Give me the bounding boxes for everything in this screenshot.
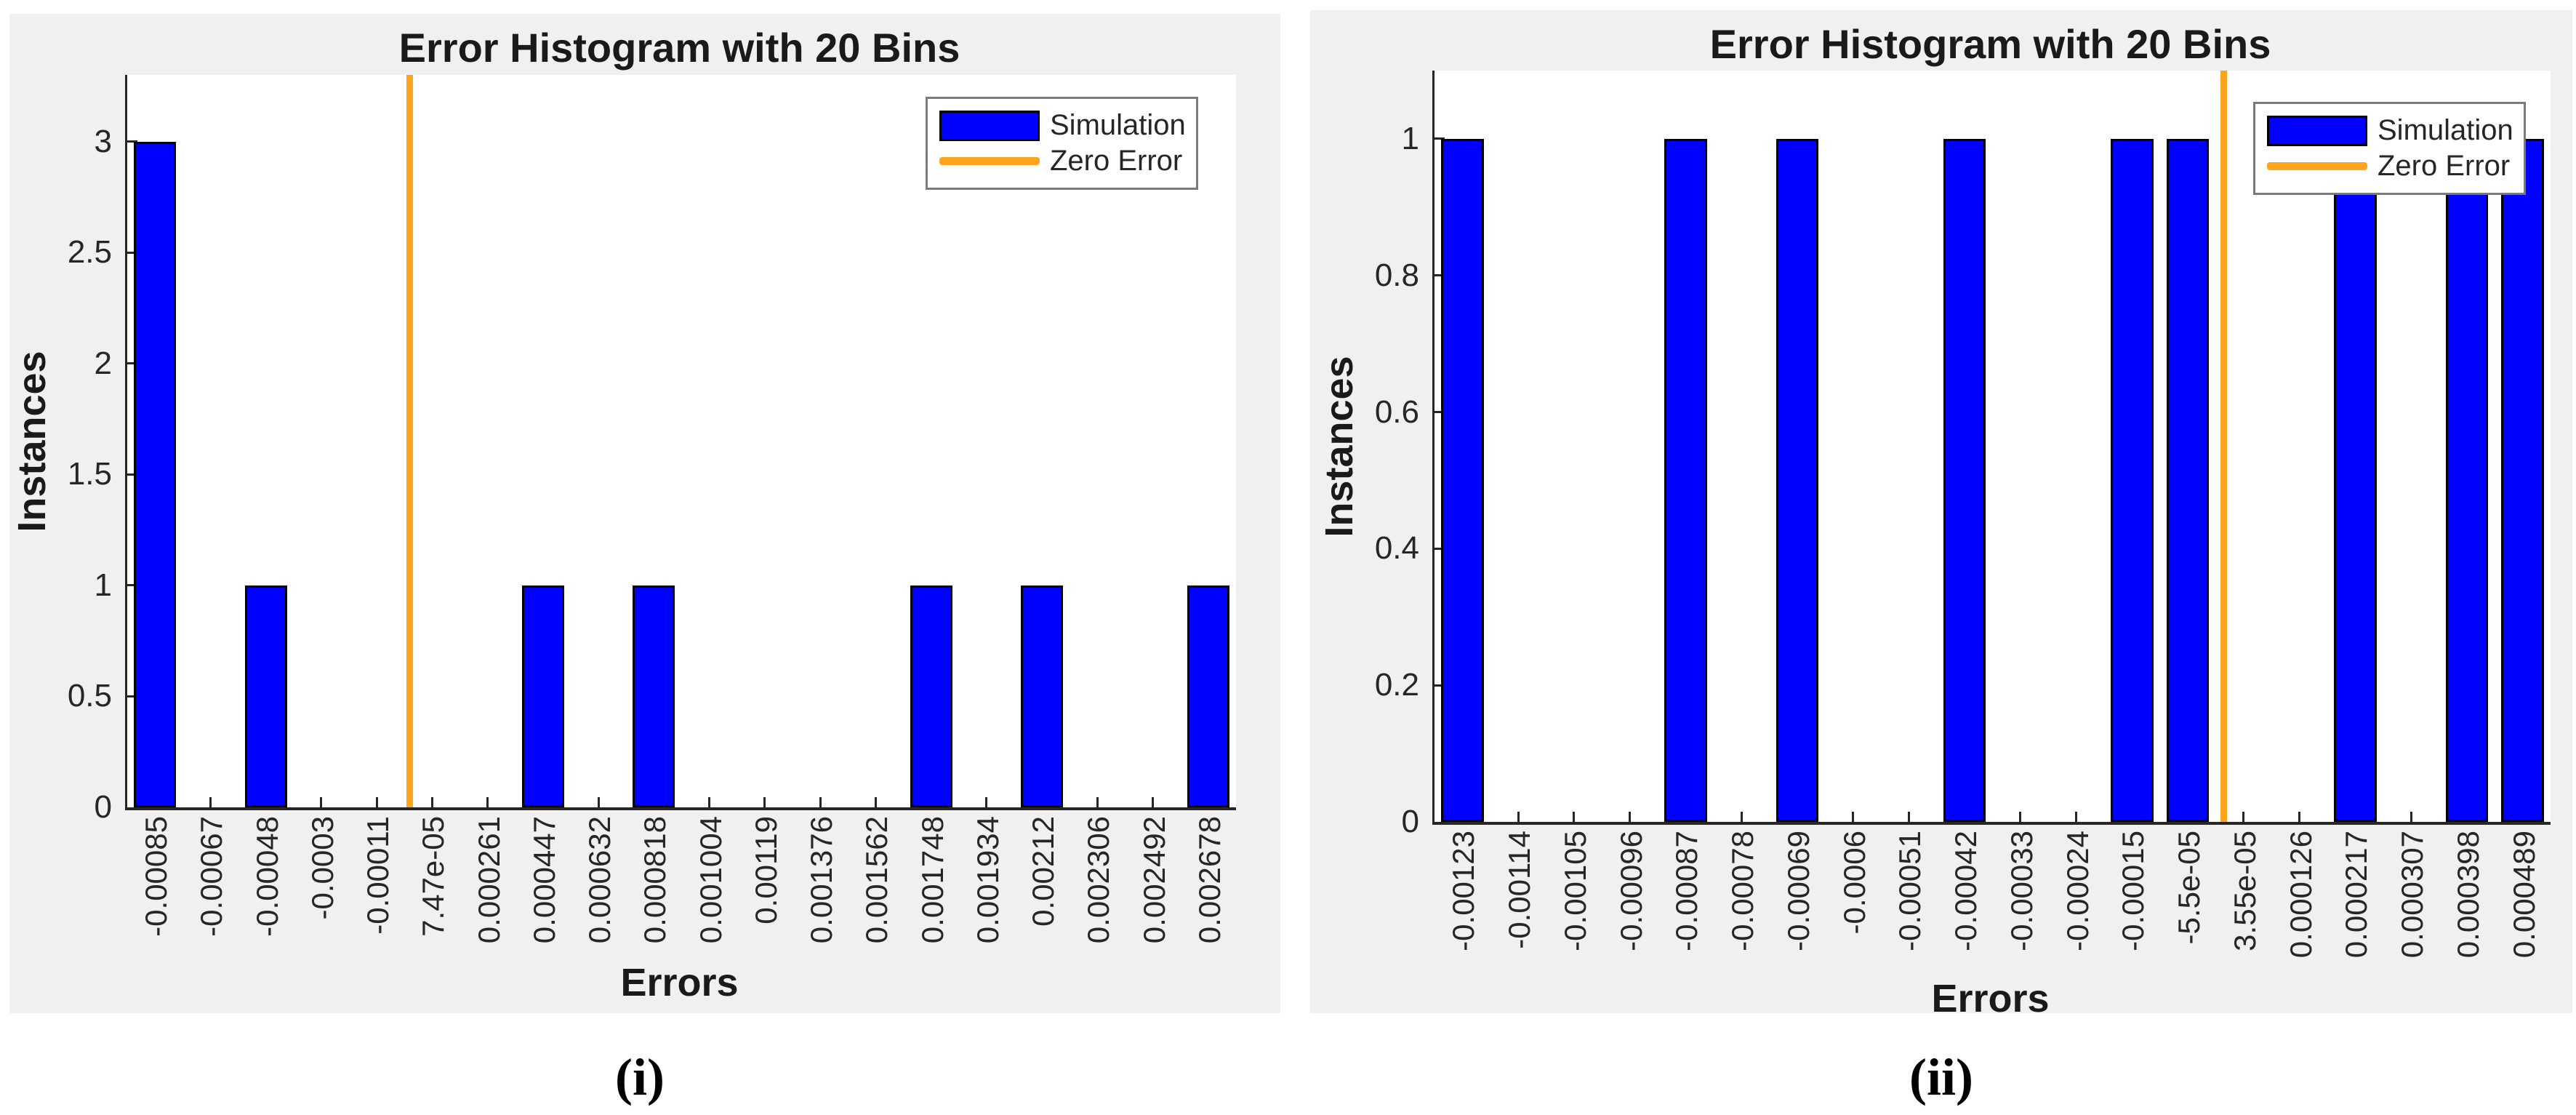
x-axis-label: Errors — [620, 961, 739, 1004]
y-tick-label: 0.4 — [1374, 530, 1419, 567]
x-tick-mark — [819, 797, 822, 807]
y-tick-label: 0 — [94, 789, 112, 825]
y-tick-mark — [127, 251, 137, 254]
x-tick-mark — [1517, 812, 1520, 822]
y-tick-label: 0 — [1401, 804, 1419, 839]
x-tick-mark — [1629, 812, 1632, 822]
simulation-bar-swatch-icon — [939, 110, 1040, 141]
x-tick-mark — [430, 797, 433, 807]
caption-i: (i) — [615, 1048, 665, 1106]
legend-item-simulation: Simulation — [939, 109, 1186, 142]
y-tick-label: 0.2 — [1374, 667, 1419, 703]
zero-error-line-swatch-icon — [2267, 162, 2367, 170]
zero-error-line — [2220, 71, 2227, 822]
y-tick-mark — [127, 473, 137, 476]
plot-area: Simulation Zero Error 0 0.5 1 1.5 2 2.5 3 -0.00… — [68, 75, 1236, 943]
histogram-bar — [633, 585, 675, 807]
histogram-bar — [2111, 138, 2154, 822]
y-tick-mark — [1435, 274, 1445, 277]
x-axis-label: Errors — [1931, 977, 2050, 1020]
y-tick-label: 0.6 — [1374, 393, 1419, 430]
y-tick-mark — [127, 140, 137, 143]
y-tick-label: 1 — [1401, 120, 1419, 156]
y-tick-mark — [1435, 547, 1445, 550]
histogram-bar — [1187, 585, 1229, 807]
histogram-bar — [1664, 138, 1707, 822]
x-tick-mark — [708, 797, 711, 807]
y-tick-label: 1 — [94, 567, 112, 603]
y-tick-label: 0.5 — [67, 678, 112, 714]
x-tick-mark — [375, 797, 378, 807]
histogram-bar — [134, 141, 177, 807]
histogram-bar — [1441, 138, 1484, 822]
histogram-panel-ii: Error Histogram with 20 Bins Instances S… — [1310, 10, 2572, 1020]
y-axis-label: Instances — [1317, 355, 1361, 537]
x-tick-mark — [1573, 812, 1576, 822]
x-tick-mark — [874, 797, 877, 807]
x-tick-mark — [597, 797, 600, 807]
y-tick-label: 1.5 — [67, 456, 112, 492]
x-tick-mark — [1152, 797, 1155, 807]
histogram-bar — [2166, 138, 2210, 822]
histogram-bar — [1021, 585, 1064, 807]
legend-label: Zero Error — [2378, 150, 2511, 182]
plot-area: Simulation Zero Error 0 0.2 0.4 0.6 0.8 1 -0.0… — [1375, 71, 2551, 958]
x-tick-mark — [486, 797, 489, 807]
legend-item-simulation: Simulation — [2267, 114, 2513, 147]
histogram-bar — [2334, 138, 2377, 822]
y-tick-mark — [1435, 684, 1445, 687]
y-tick-label: 2 — [94, 345, 112, 381]
legend-label: Simulation — [2378, 114, 2513, 146]
legend-label: Simulation — [1050, 109, 1186, 141]
legend-label: Zero Error — [1050, 145, 1183, 177]
x-tick-mark — [1740, 812, 1743, 822]
caption-ii: (ii) — [1909, 1048, 1973, 1106]
histogram-bar — [2501, 138, 2544, 822]
legend-item-zero-error: Zero Error — [2267, 150, 2512, 183]
x-tick-mark — [209, 797, 212, 807]
x-tick-mark — [763, 797, 766, 807]
x-tick-mark — [2410, 812, 2412, 822]
x-tick-mark — [2298, 812, 2301, 822]
histogram-bar — [1943, 138, 1986, 822]
y-tick-mark — [1435, 411, 1445, 414]
y-tick-label: 0.8 — [1374, 257, 1419, 293]
x-tick-mark — [2242, 812, 2245, 822]
histogram-bar — [521, 585, 564, 807]
x-tick-mark — [1907, 812, 1910, 822]
zero-error-line — [406, 75, 413, 807]
y-tick-mark — [1435, 137, 1445, 140]
chart-title: Error Histogram with 20 Bins — [398, 25, 960, 71]
histogram-panel-i: Error Histogram with 20 Bins Instances S… — [9, 14, 1280, 1013]
y-tick-mark — [127, 695, 137, 698]
histogram-bar — [2445, 138, 2489, 822]
x-tick-mark — [2019, 812, 2022, 822]
chart-title: Error Histogram with 20 Bins — [1709, 21, 2271, 67]
histogram-bar — [244, 585, 287, 807]
x-tick-mark — [2075, 812, 2078, 822]
y-tick-mark — [127, 584, 137, 587]
simulation-bar-swatch-icon — [2267, 115, 2367, 146]
histogram-bar — [1775, 138, 1819, 822]
legend: Simulation Zero Error — [2253, 102, 2526, 195]
x-tick-mark — [320, 797, 323, 807]
y-tick-label: 3 — [94, 123, 112, 159]
zero-error-line-swatch-icon — [939, 157, 1040, 165]
legend-item-zero-error: Zero Error — [939, 145, 1184, 177]
x-tick-mark — [1096, 797, 1099, 807]
x-tick-mark — [1852, 812, 1855, 822]
histogram-bar — [910, 585, 952, 807]
y-tick-label: 2.5 — [67, 234, 112, 271]
x-tick-mark — [985, 797, 988, 807]
y-tick-mark — [127, 362, 137, 365]
legend: Simulation Zero Error — [926, 97, 1198, 190]
